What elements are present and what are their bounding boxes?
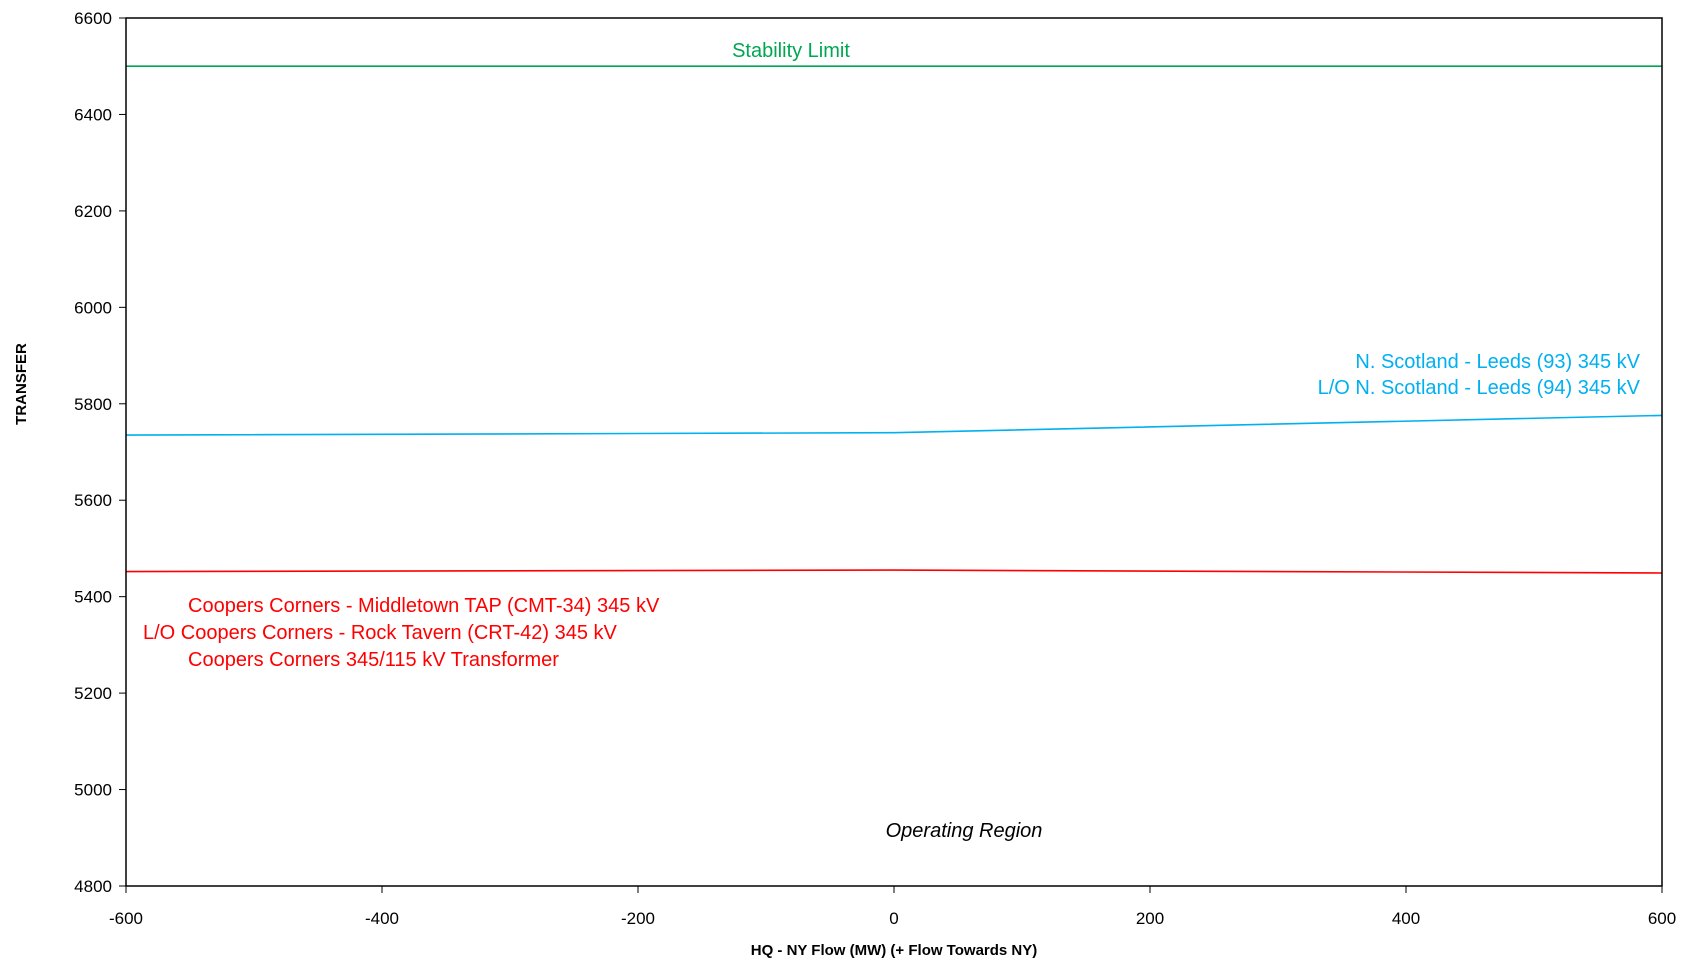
x-axis-title: HQ - NY Flow (MW) (+ Flow Towards NY) (751, 942, 1038, 959)
y-tick-label: 6600 (74, 9, 112, 28)
series-layer (125, 65, 1663, 574)
n-scotland-leeds-label-line2: L/O N. Scotland - Leeds (94) 345 kV (1318, 377, 1641, 399)
coopers-corners-label-line3: Coopers Corners 345/115 kV Transformer (188, 649, 559, 671)
y-tick-label: 4800 (74, 877, 112, 896)
y-tick-label: 6200 (74, 202, 112, 221)
x-tick-label: -400 (365, 909, 399, 928)
x-tick-label: 200 (1136, 909, 1164, 928)
x-tick-label: 600 (1648, 909, 1676, 928)
x-tick-label: -600 (109, 909, 143, 928)
y-tick-label: 5000 (74, 781, 112, 800)
coopers-corners-line (125, 569, 1663, 574)
y-tick-label: 5600 (74, 491, 112, 510)
x-tick-label: 0 (889, 909, 898, 928)
y-tick-label: 6400 (74, 105, 112, 124)
y-tick-label: 5800 (74, 395, 112, 414)
y-tick-label: 6000 (74, 298, 112, 317)
coopers-corners-label-line2: L/O Coopers Corners - Rock Tavern (CRT-4… (143, 622, 618, 644)
plot-area-frame (125, 17, 1663, 887)
x-tick-label: 400 (1392, 909, 1420, 928)
y-tick-label: 5200 (74, 684, 112, 703)
y-axis-title: TRANSFER (13, 343, 30, 425)
n-scotland-leeds-label-line1: N. Scotland - Leeds (93) 345 kV (1355, 351, 1640, 373)
x-tick-label: -200 (621, 909, 655, 928)
operating-region-annotation: Operating Region (886, 820, 1043, 842)
y-tick-label: 5400 (74, 588, 112, 607)
stability-limit-label: Stability Limit (732, 40, 850, 62)
n-scotland-leeds-line (125, 414, 1663, 436)
coopers-corners-label-line1: Coopers Corners - Middletown TAP (CMT-34… (188, 595, 660, 617)
x-axis-ticks: -600 -400 -200 0 200 400 600 (109, 886, 1676, 928)
y-axis-ticks: 4800 5000 5200 5400 5600 5800 6000 6200 6400 6600 (74, 9, 126, 896)
